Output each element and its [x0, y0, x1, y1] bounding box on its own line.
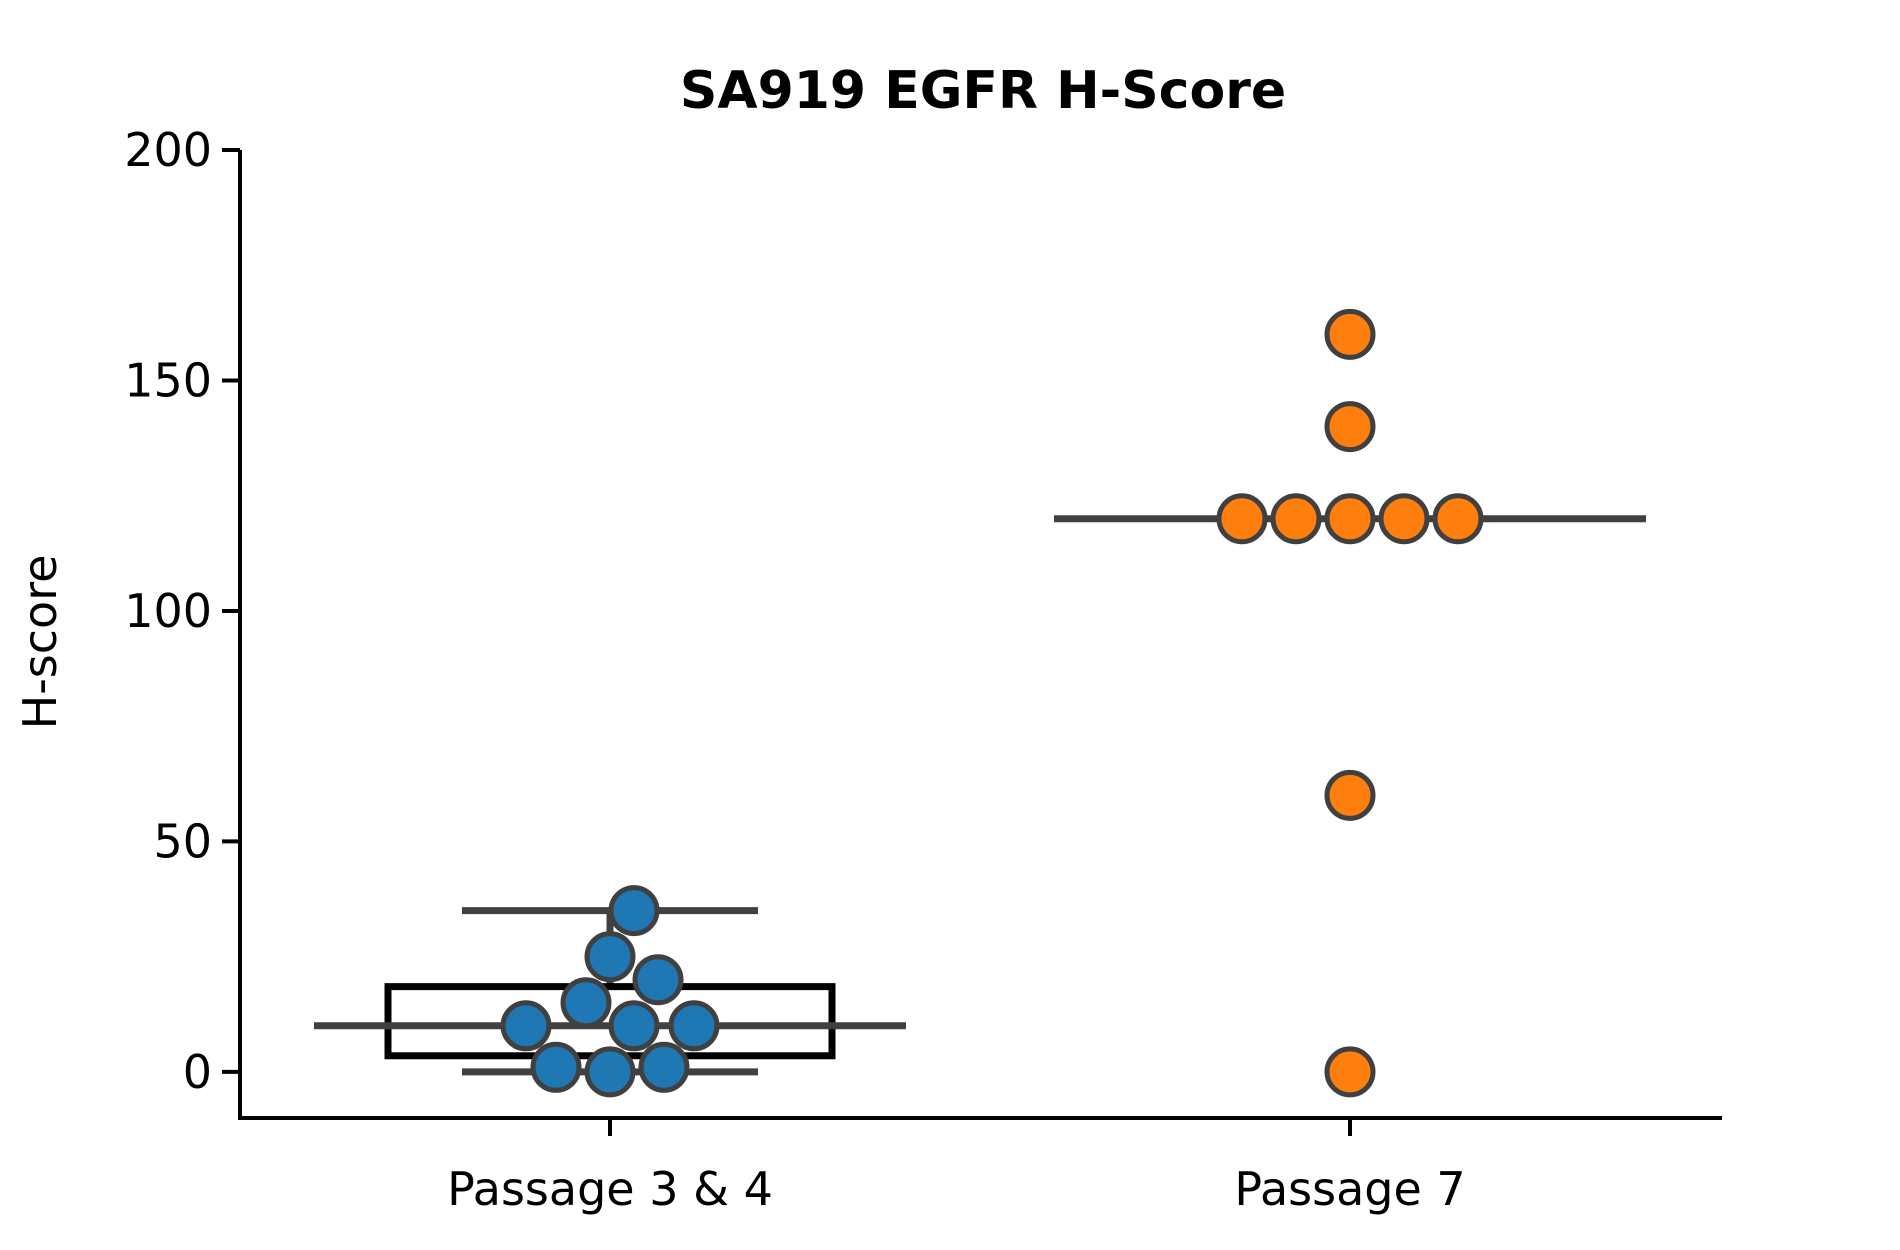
data-point [1324, 493, 1376, 545]
x-ticks: Passage 3 & 4 Passage 7 [447, 1118, 1466, 1216]
data-point [638, 1041, 690, 1093]
data-point [560, 977, 612, 1029]
data-point [1378, 493, 1430, 545]
y-tick-label: 0 [183, 1045, 212, 1099]
data-point [1324, 401, 1376, 453]
data-point [632, 954, 684, 1006]
y-axis-label: H-score [13, 555, 67, 730]
x-tick-label: Passage 7 [1234, 1162, 1465, 1216]
data-point [1432, 493, 1484, 545]
data-point [1324, 769, 1376, 821]
y-tick-label: 50 [153, 814, 212, 868]
data-point [1324, 308, 1376, 360]
chart-title: SA919 EGFR H-Score [680, 61, 1286, 121]
y-tick-label: 200 [124, 123, 212, 177]
data-point [584, 1046, 636, 1098]
data-point [584, 931, 636, 983]
data-point [1324, 1046, 1376, 1098]
x-tick-label: Passage 3 & 4 [447, 1162, 773, 1216]
data-point [608, 1000, 660, 1052]
data-point [668, 1000, 720, 1052]
data-point [608, 885, 660, 937]
data-point [1216, 493, 1268, 545]
data-point [530, 1041, 582, 1093]
data-point [500, 1000, 552, 1052]
box-plots [314, 515, 1646, 1076]
data-point [1270, 493, 1322, 545]
y-tick-label: 150 [124, 353, 212, 407]
y-ticks: 0 50 100 150 200 [124, 123, 240, 1099]
y-tick-label: 100 [124, 584, 212, 638]
swarm-points [500, 308, 1484, 1098]
